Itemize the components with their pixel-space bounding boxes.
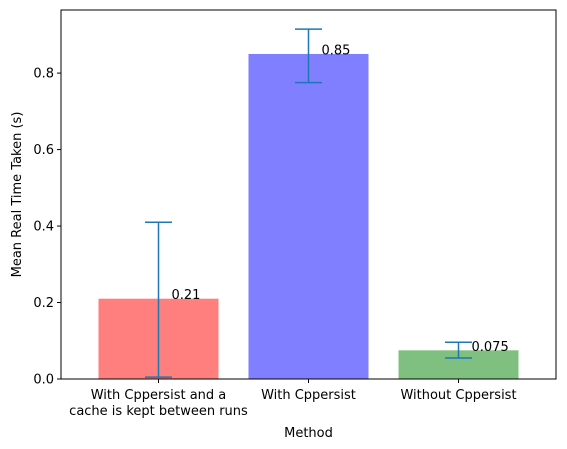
y-tick-label: 0.8 — [33, 67, 54, 82]
x-axis-label: Method — [284, 426, 333, 441]
x-tick-label: cache is kept between runs — [69, 404, 248, 419]
y-tick-label: 0.0 — [33, 373, 54, 388]
x-tick-label: With Cppersist — [261, 388, 356, 403]
x-tick-label: With Cppersist and a — [91, 388, 227, 403]
y-tick-label: 0.6 — [33, 143, 54, 158]
plot-area-frame — [60, 9, 557, 380]
plot-layer: 0.0 0.2 0.4 0.6 0.8 0.21 With Cppersist and ac… — [33, 28, 519, 419]
x-tick-label: Without Cppersist — [400, 388, 516, 403]
data-label: 0.075 — [472, 340, 509, 355]
data-label: 0.85 — [322, 43, 351, 58]
data-label: 0.21 — [172, 288, 201, 303]
y-tick-label: 0.4 — [33, 220, 54, 235]
y-tick-label: 0.2 — [33, 296, 54, 311]
y-axis-label: Mean Real Time Taken (s) — [10, 112, 25, 278]
bar — [248, 53, 369, 380]
